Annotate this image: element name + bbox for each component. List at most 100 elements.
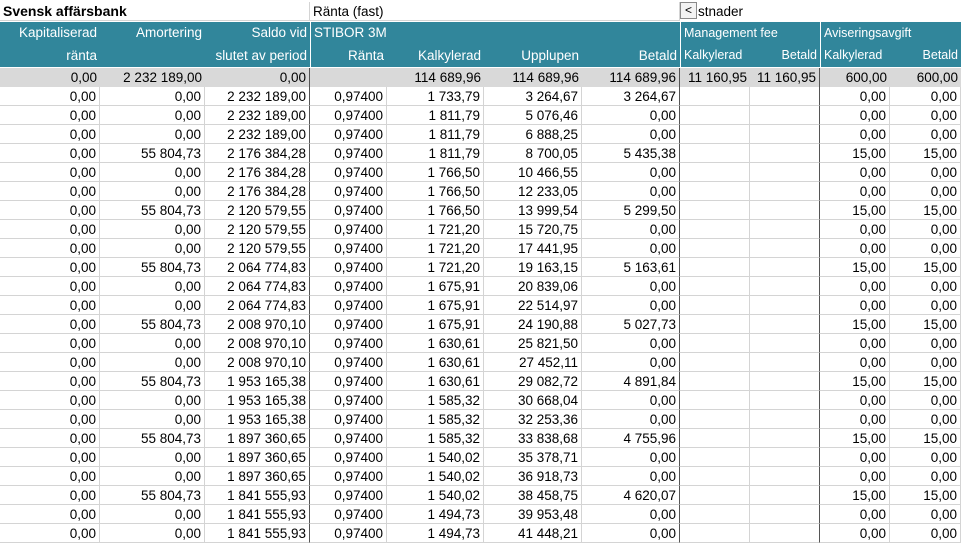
cell-upplupen[interactable]: 24 190,88 — [484, 315, 582, 334]
cell-avis_kalk[interactable]: 15,00 — [820, 429, 890, 448]
cell-mgmt_betald[interactable] — [750, 220, 820, 239]
cell-saldo[interactable]: 1 841 555,93 — [205, 505, 310, 524]
header-ranta[interactable]: Ränta — [310, 44, 387, 67]
header-mgmt-betald[interactable]: Betald — [750, 44, 820, 67]
cell-saldo[interactable]: 2 232 189,00 — [205, 87, 310, 106]
cell-ranta[interactable]: 0,97400 — [310, 524, 387, 543]
cell-upplupen[interactable]: 5 076,46 — [484, 106, 582, 125]
cell-upplupen[interactable]: 6 888,25 — [484, 125, 582, 144]
cell-saldo[interactable]: 1 953 165,38 — [205, 372, 310, 391]
cell-amortering[interactable]: 0,00 — [100, 182, 205, 201]
cell-mgmt_betald[interactable] — [750, 182, 820, 201]
cell-mgmt_betald[interactable] — [750, 372, 820, 391]
cell-saldo[interactable]: 2 064 774,83 — [205, 277, 310, 296]
cell-kalkylerad[interactable]: 1 733,79 — [387, 87, 484, 106]
cell-ranta[interactable]: 0,97400 — [310, 334, 387, 353]
cell-ranta[interactable]: 0,97400 — [310, 410, 387, 429]
cell-upplupen[interactable]: 27 452,11 — [484, 353, 582, 372]
cell-avis_betald[interactable]: 15,00 — [890, 429, 961, 448]
cell-mgmt_kalk[interactable] — [680, 125, 750, 144]
header-amortering[interactable]: Amortering — [100, 22, 205, 44]
cell-mgmt_betald[interactable] — [750, 467, 820, 486]
cell-saldo[interactable]: 2 120 579,55 — [205, 220, 310, 239]
cell-kapitaliserad[interactable]: 0,00 — [0, 372, 100, 391]
cell-betald[interactable]: 0,00 — [582, 182, 680, 201]
cell-saldo[interactable]: 1 897 360,65 — [205, 467, 310, 486]
cell-avis_kalk[interactable]: 0,00 — [820, 467, 890, 486]
cell-betald[interactable]: 5 435,38 — [582, 144, 680, 163]
cell-mgmt_betald[interactable] — [750, 505, 820, 524]
cell-mgmt_betald[interactable] — [750, 334, 820, 353]
cell-avis_kalk[interactable]: 15,00 — [820, 315, 890, 334]
cell-avis_betald[interactable]: 0,00 — [890, 391, 961, 410]
cell-avis_betald[interactable]: 0,00 — [890, 220, 961, 239]
cell-upplupen[interactable]: 33 838,68 — [484, 429, 582, 448]
cell-mgmt_betald[interactable] — [750, 448, 820, 467]
cell-saldo[interactable]: 2 176 384,28 — [205, 144, 310, 163]
cell-amortering[interactable]: 0,00 — [100, 410, 205, 429]
cell-amortering[interactable]: 55 804,73 — [100, 201, 205, 220]
cell-ranta[interactable]: 0,97400 — [310, 125, 387, 144]
cell-kalkylerad[interactable]: 1 494,73 — [387, 505, 484, 524]
cell-betald[interactable]: 0,00 — [582, 334, 680, 353]
cell-mgmt_kalk[interactable] — [680, 296, 750, 315]
cell-mgmt_betald[interactable] — [750, 410, 820, 429]
cell-ranta[interactable]: 0,97400 — [310, 220, 387, 239]
cell-kapitaliserad[interactable]: 0,00 — [0, 315, 100, 334]
cell-upplupen[interactable]: 17 441,95 — [484, 239, 582, 258]
cell-mgmt_kalk[interactable] — [680, 448, 750, 467]
cell-betald[interactable]: 0,00 — [582, 448, 680, 467]
cell-avis_kalk[interactable]: 0,00 — [820, 239, 890, 258]
cell-avis_kalk[interactable]: 0,00 — [820, 448, 890, 467]
total-ranta[interactable] — [310, 68, 387, 87]
cell-kapitaliserad[interactable]: 0,00 — [0, 410, 100, 429]
cell-mgmt_kalk[interactable] — [680, 391, 750, 410]
cell-upplupen[interactable]: 39 953,48 — [484, 505, 582, 524]
cell-kapitaliserad[interactable]: 0,00 — [0, 144, 100, 163]
cell-kapitaliserad[interactable]: 0,00 — [0, 182, 100, 201]
cell-mgmt_betald[interactable] — [750, 239, 820, 258]
cell-avis_kalk[interactable]: 15,00 — [820, 258, 890, 277]
cell-betald[interactable]: 0,00 — [582, 505, 680, 524]
cell-avis_kalk[interactable]: 15,00 — [820, 486, 890, 505]
cell-saldo[interactable]: 2 064 774,83 — [205, 296, 310, 315]
header-stibor[interactable]: STIBOR 3M — [310, 22, 680, 44]
cell-amortering[interactable]: 0,00 — [100, 448, 205, 467]
cell-avis_betald[interactable]: 0,00 — [890, 106, 961, 125]
cell-upplupen[interactable]: 13 999,54 — [484, 201, 582, 220]
cell-kalkylerad[interactable]: 1 630,61 — [387, 372, 484, 391]
cell-kalkylerad[interactable]: 1 585,32 — [387, 391, 484, 410]
cell-saldo[interactable]: 2 008 970,10 — [205, 334, 310, 353]
cell-upplupen[interactable]: 38 458,75 — [484, 486, 582, 505]
cell-avis_betald[interactable]: 0,00 — [890, 296, 961, 315]
cell-saldo[interactable]: 2 008 970,10 — [205, 315, 310, 334]
cell-betald[interactable]: 0,00 — [582, 106, 680, 125]
cell-avis_betald[interactable]: 0,00 — [890, 505, 961, 524]
cell-upplupen[interactable]: 22 514,97 — [484, 296, 582, 315]
cell-ranta[interactable]: 0,97400 — [310, 201, 387, 220]
header-kalkylerad[interactable]: Kalkylerad — [387, 44, 484, 67]
cell-kapitaliserad[interactable]: 0,00 — [0, 220, 100, 239]
cell-mgmt_kalk[interactable] — [680, 486, 750, 505]
scroll-left-button[interactable]: < — [680, 2, 697, 19]
cell-betald[interactable]: 5 027,73 — [582, 315, 680, 334]
cell-avis_betald[interactable]: 0,00 — [890, 448, 961, 467]
cell-avis_betald[interactable]: 0,00 — [890, 353, 961, 372]
header-betald[interactable]: Betald — [582, 44, 680, 67]
cell-avis_betald[interactable]: 0,00 — [890, 239, 961, 258]
cell-avis_kalk[interactable]: 0,00 — [820, 182, 890, 201]
cell-mgmt_betald[interactable] — [750, 163, 820, 182]
cell-betald[interactable]: 0,00 — [582, 524, 680, 543]
cell-ranta[interactable]: 0,97400 — [310, 182, 387, 201]
cell-betald[interactable]: 0,00 — [582, 220, 680, 239]
cell-amortering[interactable]: 55 804,73 — [100, 429, 205, 448]
cell-betald[interactable]: 4 620,07 — [582, 486, 680, 505]
cell-amortering[interactable]: 55 804,73 — [100, 315, 205, 334]
total-avis_betald[interactable]: 600,00 — [890, 68, 961, 87]
cell-kalkylerad[interactable]: 1 540,02 — [387, 486, 484, 505]
cell-amortering[interactable]: 0,00 — [100, 239, 205, 258]
cell-kalkylerad[interactable]: 1 766,50 — [387, 201, 484, 220]
cell-kalkylerad[interactable]: 1 766,50 — [387, 163, 484, 182]
cell-ranta[interactable]: 0,97400 — [310, 372, 387, 391]
cell-kapitaliserad[interactable]: 0,00 — [0, 467, 100, 486]
